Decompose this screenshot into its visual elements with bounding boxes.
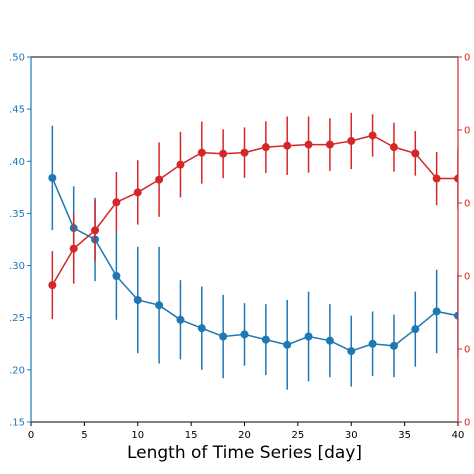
x-tick-label: 10: [131, 430, 144, 441]
y-right-tick-label: 0: [464, 53, 470, 64]
data-point: [240, 330, 249, 339]
data-point: [347, 347, 356, 356]
data-point: [133, 188, 142, 197]
data-point: [325, 140, 334, 149]
data-point: [283, 340, 292, 349]
data-point: [48, 173, 57, 182]
top-mask: [0, 0, 474, 57]
data-point: [48, 281, 57, 290]
data-point: [261, 335, 270, 344]
data-point: [368, 131, 377, 140]
y-left-tick-label: .50: [9, 53, 25, 64]
x-axis-label: Length of Time Series [day]: [127, 443, 362, 463]
data-point: [112, 198, 121, 207]
x-tick-label: 5: [81, 430, 87, 441]
data-point: [240, 148, 249, 157]
data-point: [197, 148, 206, 157]
data-point: [91, 226, 100, 235]
x-tick-label: 25: [292, 430, 305, 441]
y-right-tick-label: 0: [464, 199, 470, 210]
data-point: [197, 324, 206, 333]
data-point: [325, 336, 334, 345]
right-mask: [458, 0, 474, 474]
x-tick-label: 15: [185, 430, 198, 441]
x-tick-label: 0: [28, 430, 34, 441]
y-left-tick-label: .20: [9, 365, 25, 376]
y-right-tick-label: 0: [464, 272, 470, 283]
y-left-tick-label: .45: [9, 105, 25, 116]
data-point: [219, 149, 228, 158]
y-right-tick-label: 0: [464, 418, 470, 429]
data-point: [133, 295, 142, 304]
x-tick-label: 20: [238, 430, 251, 441]
data-point: [389, 143, 398, 152]
y-right-tick-label: 0: [464, 345, 470, 356]
y-left-tick-label: .25: [9, 313, 25, 324]
data-point: [112, 272, 121, 280]
x-tick-label: 35: [398, 430, 411, 441]
y-left-tick-label: .30: [9, 261, 25, 272]
y-left-tick-label: .35: [9, 209, 25, 220]
data-point: [219, 332, 228, 341]
data-point: [389, 341, 398, 350]
data-point: [347, 136, 356, 145]
data-point: [432, 174, 441, 183]
data-point: [411, 325, 420, 334]
data-point: [261, 143, 270, 152]
data-point: [304, 332, 313, 341]
data-point: [432, 307, 441, 316]
data-point: [283, 141, 292, 150]
data-point: [411, 149, 420, 158]
x-tick-label: 30: [345, 430, 358, 441]
y-left-tick-label: .40: [9, 157, 25, 168]
data-point: [368, 339, 377, 348]
data-point: [176, 315, 185, 324]
data-point: [155, 301, 164, 310]
y-right-tick-label: 0: [464, 126, 470, 137]
y-left-tick-label: .15: [9, 418, 25, 429]
x-tick-label: 40: [452, 430, 465, 441]
data-point: [69, 244, 78, 253]
data-point: [304, 140, 313, 149]
data-point: [155, 175, 164, 184]
data-point: [176, 160, 185, 169]
